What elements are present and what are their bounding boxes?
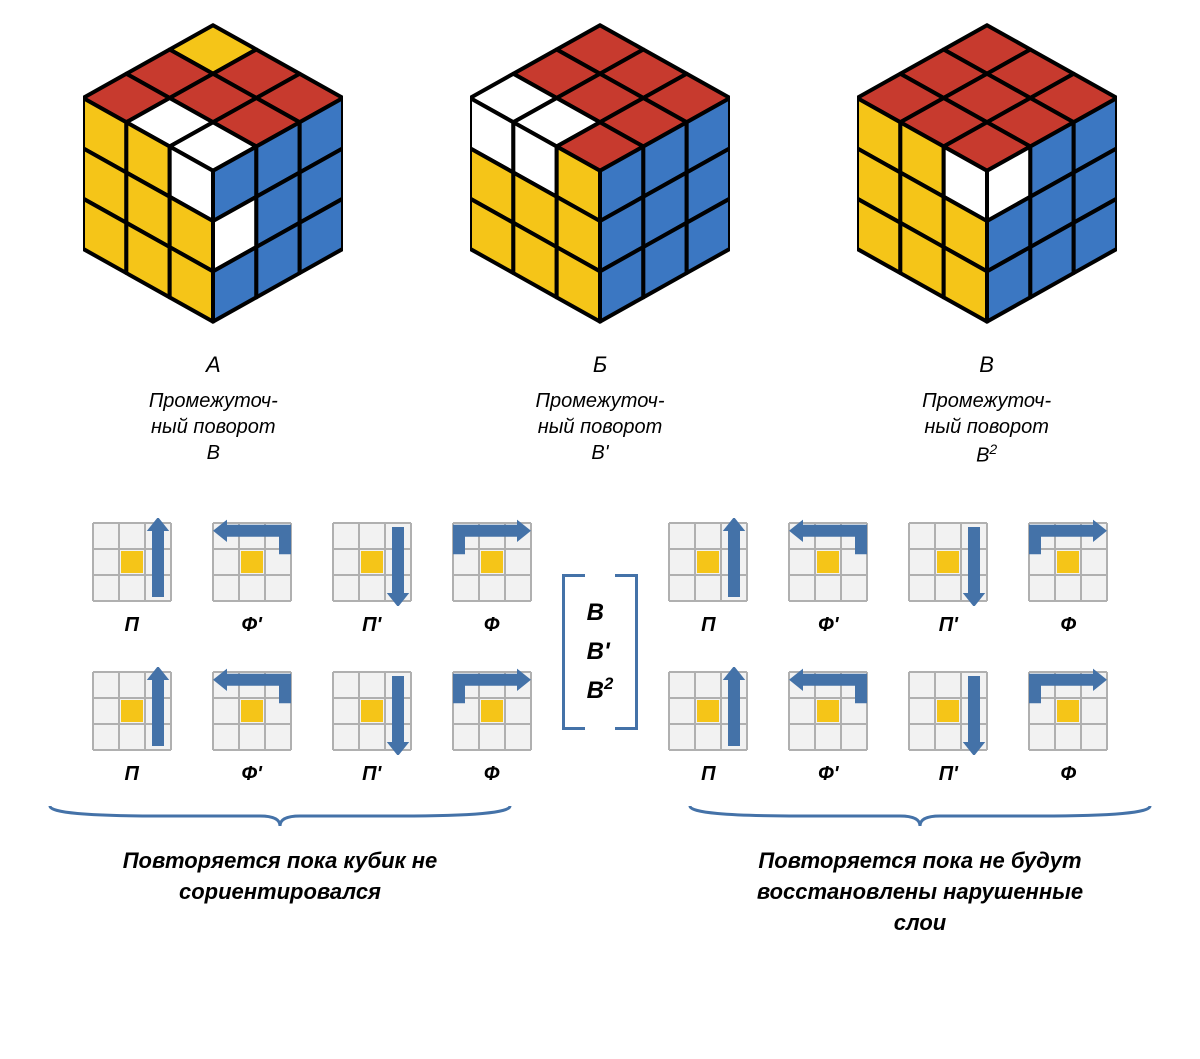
move-grid-icon xyxy=(323,667,421,755)
move-cell: П' xyxy=(322,667,422,786)
move-label: П xyxy=(701,614,715,637)
cube-col-2: В Промежуточ- ный поворот В2 xyxy=(795,20,1178,468)
move-cell: Ф' xyxy=(778,518,878,637)
move-cell: П xyxy=(658,667,758,786)
caption-right: Повторяется пока не будут восстановлены … xyxy=(757,846,1083,938)
move-grid-icon xyxy=(443,518,541,606)
move-cell: Ф' xyxy=(202,518,302,637)
move-label: П' xyxy=(939,763,958,786)
move-label: Ф' xyxy=(818,614,838,637)
bracket-left xyxy=(562,574,585,730)
move-label: Ф xyxy=(1061,614,1077,637)
move-grid-icon xyxy=(83,667,181,755)
brace-row: Повторяется пока кубик не сориентировалс… xyxy=(20,801,1180,938)
move-cell: Ф xyxy=(442,667,542,786)
brace-right-icon xyxy=(680,801,1160,831)
cube-label: В xyxy=(979,352,994,378)
move-grid-icon xyxy=(779,667,877,755)
move-cell: Ф' xyxy=(202,667,302,786)
cube-caption: Промежуточ- ный поворот В2 xyxy=(922,388,1051,469)
move-cell: П xyxy=(658,518,758,637)
moves-row: П Ф' П' Ф xyxy=(82,667,542,786)
cube-label: Б xyxy=(593,352,607,378)
center-notation: ВВ'В2 xyxy=(562,594,639,710)
move-grid-icon xyxy=(659,518,757,606)
caption-left: Повторяется пока кубик не сориентировалс… xyxy=(123,846,438,908)
move-grid-icon xyxy=(779,518,877,606)
center-label: В xyxy=(587,594,614,632)
brace-col-right: Повторяется пока не будут восстановлены … xyxy=(670,801,1170,938)
cube-caption: Промежуточ- ный поворот В xyxy=(149,388,278,466)
moves-block-right: П Ф' П' Ф П Ф' П' Ф xyxy=(658,518,1118,786)
move-label: Ф' xyxy=(241,763,261,786)
moves-block-left: П Ф' П' Ф П Ф' П' Ф xyxy=(82,518,542,786)
move-grid-icon xyxy=(1019,518,1117,606)
move-cell: П' xyxy=(898,518,998,637)
move-label: Ф xyxy=(484,614,500,637)
cube-col-0: А Промежуточ- ный поворот В xyxy=(22,20,405,468)
move-label: П' xyxy=(362,614,381,637)
move-grid-icon xyxy=(203,667,301,755)
move-label: П xyxy=(124,614,138,637)
move-grid-icon xyxy=(203,518,301,606)
move-label: Ф xyxy=(1061,763,1077,786)
moves-row: П Ф' П' Ф xyxy=(658,667,1118,786)
move-grid-icon xyxy=(83,518,181,606)
move-grid-icon xyxy=(443,667,541,755)
move-cell: П xyxy=(82,667,182,786)
move-cell: Ф xyxy=(1018,518,1118,637)
brace-col-left: Повторяется пока кубик не сориентировалс… xyxy=(30,801,530,938)
move-label: П xyxy=(701,763,715,786)
move-grid-icon xyxy=(659,667,757,755)
move-grid-icon xyxy=(899,667,997,755)
move-cell: П' xyxy=(322,518,422,637)
move-grid-icon xyxy=(1019,667,1117,755)
cube-svg xyxy=(857,20,1117,332)
center-label: В' xyxy=(587,633,614,671)
move-grid-icon xyxy=(323,518,421,606)
center-label: В2 xyxy=(587,671,614,710)
cube-caption: Промежуточ- ный поворот В' xyxy=(535,388,664,466)
moves-row: П Ф' П' Ф xyxy=(658,518,1118,637)
cube-label: А xyxy=(206,352,221,378)
move-label: П' xyxy=(939,614,958,637)
cube-svg xyxy=(470,20,730,332)
cubes-row: А Промежуточ- ный поворот В Б Промежуточ- н… xyxy=(20,20,1180,468)
move-grid-icon xyxy=(899,518,997,606)
move-label: Ф xyxy=(484,763,500,786)
bracket-right xyxy=(615,574,638,730)
moves-row: П Ф' П' Ф xyxy=(82,518,542,637)
move-label: П' xyxy=(362,763,381,786)
move-label: П xyxy=(124,763,138,786)
brace-left-icon xyxy=(40,801,520,831)
move-label: Ф' xyxy=(818,763,838,786)
move-cell: Ф xyxy=(442,518,542,637)
cube-col-1: Б Промежуточ- ный поворот В' xyxy=(409,20,792,468)
moves-section: П Ф' П' Ф П Ф' П' Ф ВВ'В2 П Ф' П' Ф П Ф' П' Ф xyxy=(20,518,1180,786)
move-cell: П xyxy=(82,518,182,637)
move-cell: П' xyxy=(898,667,998,786)
move-label: Ф' xyxy=(241,614,261,637)
move-cell: Ф' xyxy=(778,667,878,786)
cube-svg xyxy=(83,20,343,332)
move-cell: Ф xyxy=(1018,667,1118,786)
